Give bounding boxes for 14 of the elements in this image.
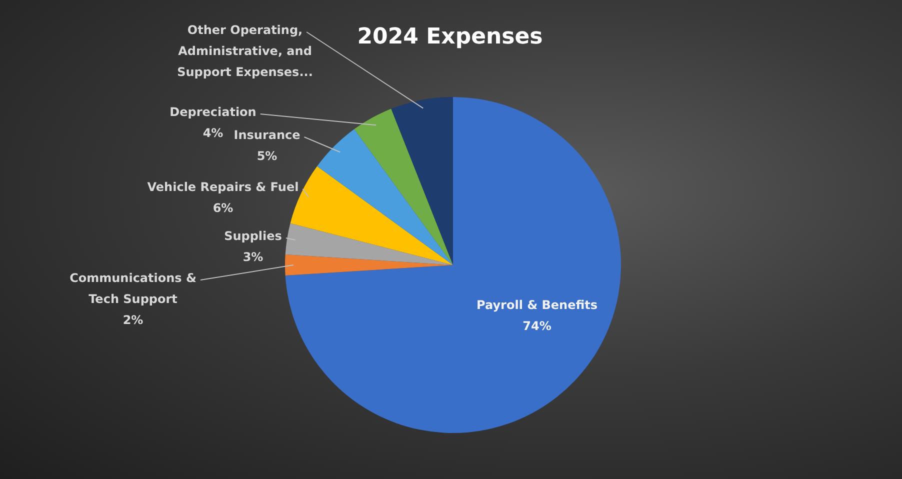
data-label: 6%: [212, 201, 234, 216]
slice-label: Payroll & Benefits: [476, 298, 598, 312]
chart-title: 2024 Expenses: [357, 24, 543, 50]
data-label: 74%: [522, 319, 552, 334]
data-label: 2%: [122, 313, 144, 328]
slice-label: Communications & Tech Support: [70, 271, 196, 306]
slice-label: Insurance: [234, 128, 300, 142]
data-label: 5%: [256, 149, 278, 164]
slice-label: Other Operating, Administrative, and Support Expenses...: [177, 23, 313, 80]
slice-label: Supplies: [224, 229, 282, 244]
data-label: 4%: [202, 126, 224, 140]
data-label: 3%: [242, 250, 264, 264]
slice-label: Depreciation: [170, 105, 256, 120]
slice-label: Vehicle Repairs & Fuel: [147, 180, 299, 194]
